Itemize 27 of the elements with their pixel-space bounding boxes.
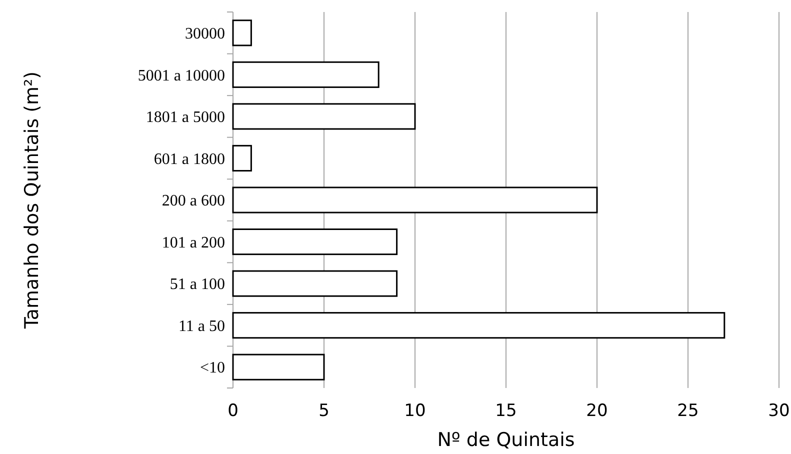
y-tick-label: 200 a 600 <box>162 192 225 210</box>
y-tick-label: 11 a 50 <box>178 318 225 335</box>
x-tick-label: 10 <box>404 401 426 421</box>
x-tick-label: 0 <box>228 401 238 421</box>
y-tick-label: 51 a 100 <box>170 276 225 294</box>
x-tick-label: 15 <box>495 401 517 421</box>
x-tick-label: 20 <box>586 401 608 421</box>
y-tick-label: 101 a 200 <box>162 234 225 252</box>
x-tick-label: 25 <box>677 401 699 421</box>
x-axis-title: Nº de Quintais <box>437 429 575 451</box>
y-axis-title: Tamanho dos Quintais (m²) <box>21 71 43 330</box>
y-tick-label: 30000 <box>185 25 225 42</box>
bar <box>232 144 252 172</box>
bar <box>232 103 416 130</box>
y-tick-label: <10 <box>200 360 225 377</box>
bar <box>232 186 598 214</box>
bar <box>232 20 252 46</box>
bar <box>232 354 325 380</box>
bar <box>232 270 398 297</box>
bar <box>232 312 726 339</box>
x-tick-label: 30 <box>768 401 790 421</box>
bar <box>232 228 398 256</box>
x-tick-label: 5 <box>318 401 330 421</box>
bar <box>232 61 380 88</box>
y-tick-label: 1801 a 5000 <box>146 109 225 126</box>
y-tick-label: 5001 a 10000 <box>138 67 225 84</box>
y-tick-label: 601 a 1800 <box>154 150 225 168</box>
